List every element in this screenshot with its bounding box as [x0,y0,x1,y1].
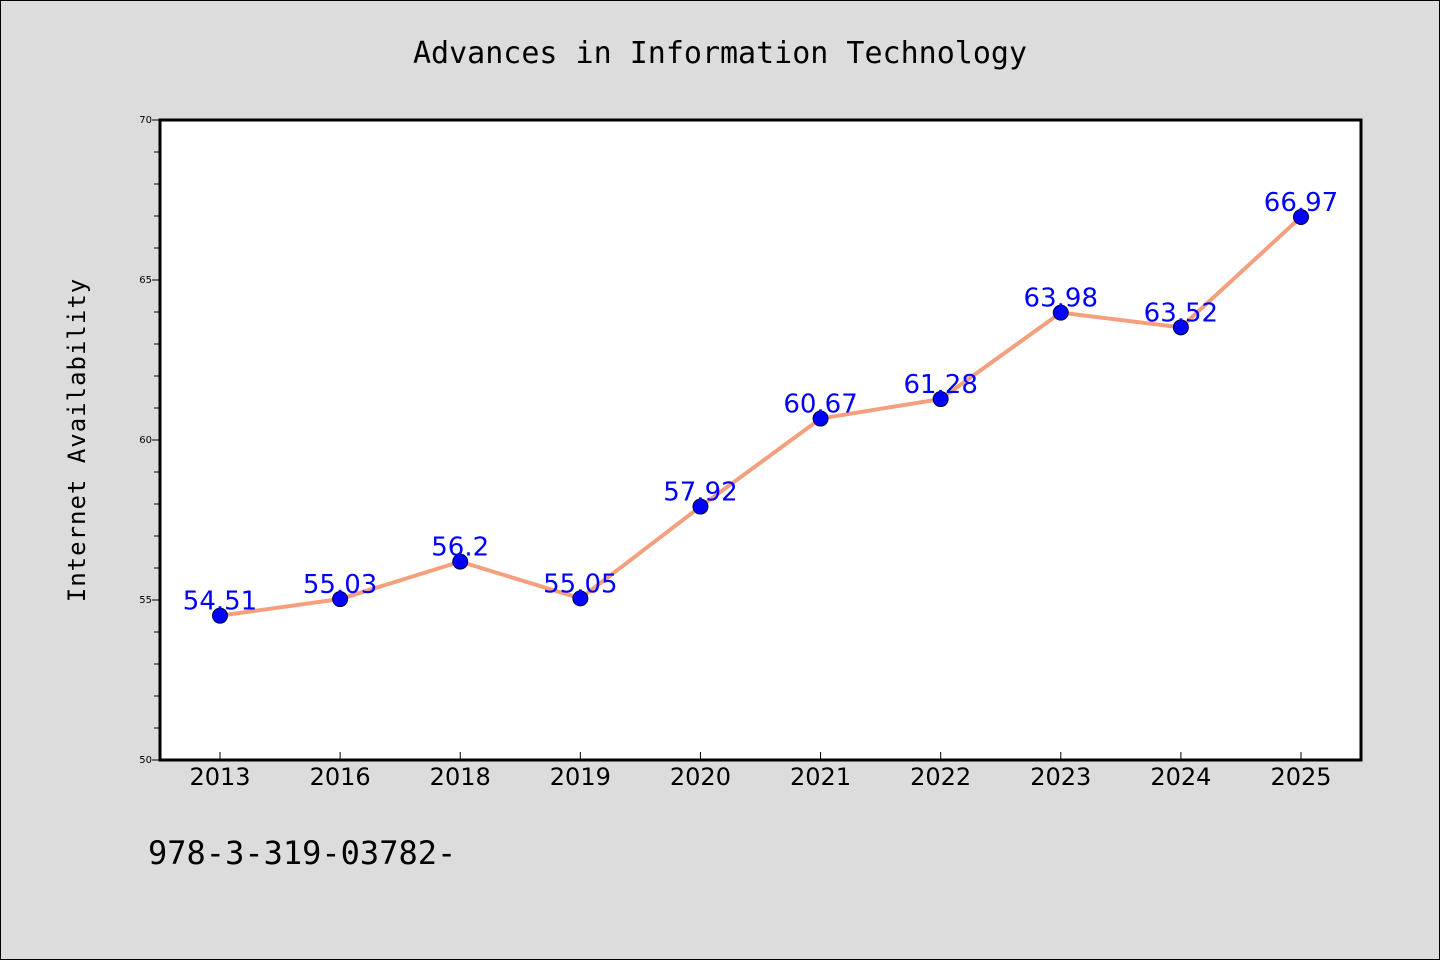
footer-text: 978-3-319-03782- [148,834,456,872]
data-point [1172,319,1189,336]
data-point [1052,304,1069,321]
x-tick-label: 2013 [189,763,250,791]
x-tick-label: 2019 [550,763,611,791]
x-axis-ticks: 2013 2016 2018 2019 2020 2021 2022 2023 2024 2025 [189,752,1332,791]
y-tick-label: 60 [139,435,152,446]
x-tick-label: 2016 [310,763,371,791]
series-group: 54.51 55.03 56.2 55.05 57.92 60.67 61.28 63.98 6… [183,188,1338,624]
data-label: 57.92 [663,478,737,508]
data-label: 55.03 [303,570,377,600]
data-point [1293,208,1309,225]
x-tick-label: 2023 [1030,763,1091,791]
data-label: 60.67 [783,390,857,420]
data-label: 54.51 [183,587,257,617]
data-point [692,498,709,515]
y-axis-label: Internet Availability [63,278,91,602]
data-label: 63.52 [1144,298,1218,328]
data-point [332,591,349,608]
data-point [812,410,829,427]
data-point [932,391,949,408]
y-axis-ticks: 50 55 60 65 70 [139,115,160,766]
plot-area [158,118,1363,762]
data-label: 56.2 [431,533,489,563]
x-tick-label: 2020 [670,763,731,791]
series-line [218,214,1303,618]
x-tick-label: 2022 [910,763,971,791]
data-point [452,553,469,570]
data-label: 66.97 [1264,188,1338,218]
data-label: 63.98 [1024,284,1098,314]
y-tick-label: 65 [139,275,152,286]
data-point [212,607,228,624]
y-tick-label: 55 [139,595,152,606]
data-label: 55.05 [543,569,617,599]
data-point [572,590,589,607]
y-tick-label: 70 [139,115,152,126]
x-tick-label: 2021 [790,763,851,791]
chart-title: Advances in Information Technology [413,36,1027,71]
data-label: 61.28 [903,370,977,400]
x-tick-label: 2018 [430,763,491,791]
y-tick-label: 50 [139,755,152,766]
x-tick-label: 2025 [1270,763,1331,791]
x-tick-label: 2024 [1150,763,1211,791]
